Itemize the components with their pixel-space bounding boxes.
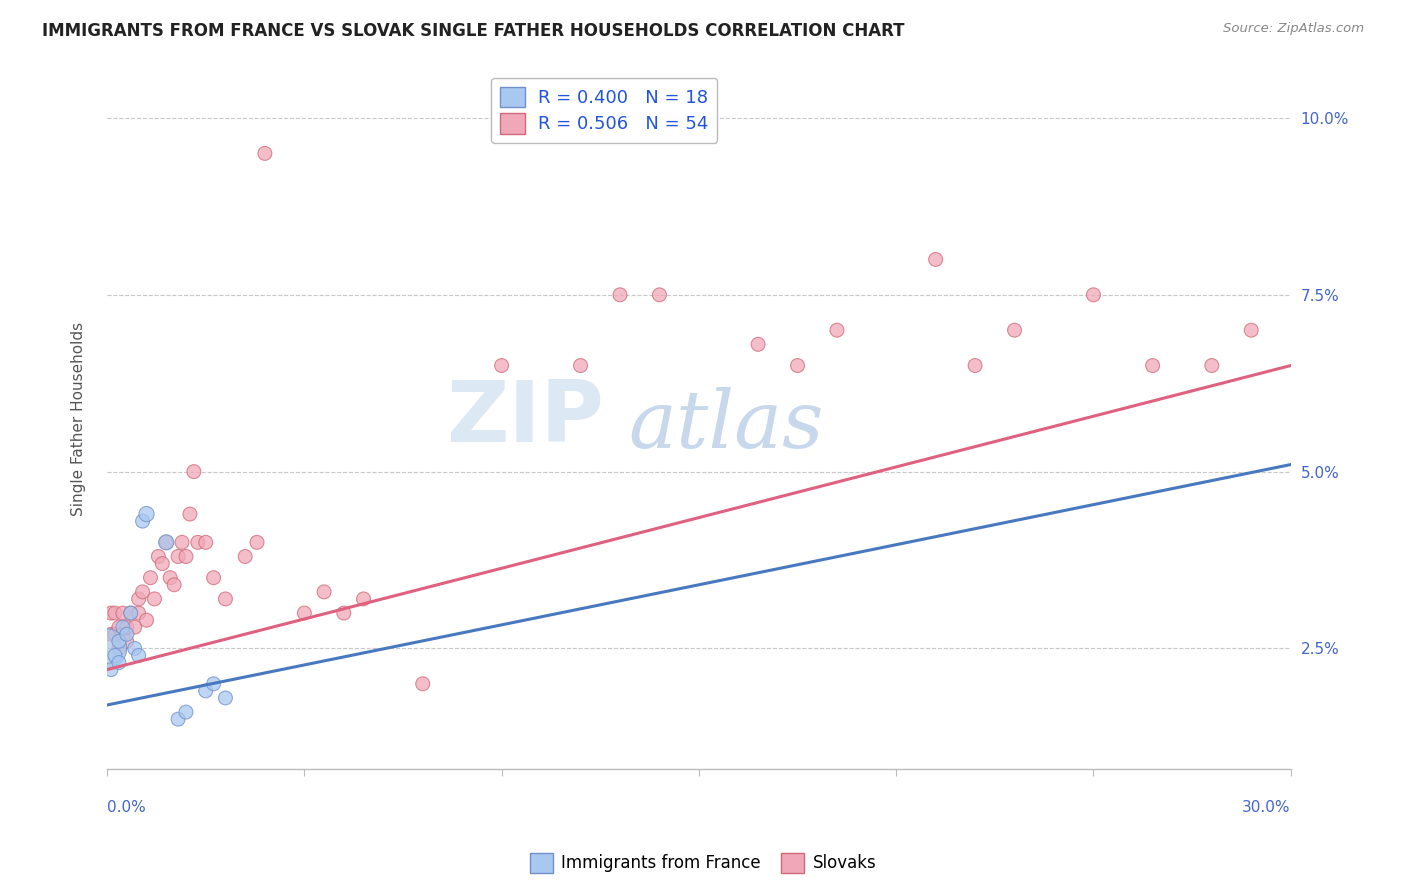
Point — [825, 323, 848, 337]
Text: IMMIGRANTS FROM FRANCE VS SLOVAK SINGLE FATHER HOUSEHOLDS CORRELATION CHART: IMMIGRANTS FROM FRANCE VS SLOVAK SINGLE … — [42, 22, 904, 40]
Point — [965, 359, 987, 373]
Text: Source: ZipAtlas.com: Source: ZipAtlas.com — [1223, 22, 1364, 36]
Point — [170, 535, 193, 549]
Point — [108, 656, 131, 670]
Point — [1004, 323, 1026, 337]
Legend: Immigrants from France, Slovaks: Immigrants from France, Slovaks — [523, 847, 883, 880]
Point — [214, 690, 236, 705]
Text: 0.0%: 0.0% — [107, 800, 146, 815]
Legend: R = 0.400   N = 18, R = 0.506   N = 54: R = 0.400 N = 18, R = 0.506 N = 54 — [491, 78, 717, 143]
Point — [202, 571, 225, 585]
Point — [131, 585, 153, 599]
Point — [159, 571, 181, 585]
Point — [124, 641, 146, 656]
Point — [100, 627, 122, 641]
Point — [128, 606, 150, 620]
Text: ZIP: ZIP — [447, 377, 605, 460]
Point — [100, 606, 122, 620]
Point — [167, 549, 190, 564]
Point — [174, 549, 197, 564]
Point — [312, 585, 335, 599]
Point — [163, 578, 186, 592]
Point — [1240, 323, 1263, 337]
Point — [115, 620, 138, 634]
Point — [924, 252, 946, 267]
Point — [111, 627, 134, 641]
Point — [214, 591, 236, 606]
Point — [108, 641, 131, 656]
Point — [111, 606, 134, 620]
Y-axis label: Single Father Households: Single Father Households — [72, 321, 86, 516]
Point — [179, 507, 201, 521]
Point — [148, 549, 170, 564]
Point — [187, 535, 209, 549]
Point — [292, 606, 315, 620]
Point — [747, 337, 769, 351]
Point — [135, 613, 157, 627]
Point — [108, 620, 131, 634]
Point — [104, 606, 127, 620]
Point — [412, 677, 434, 691]
Point — [648, 288, 671, 302]
Point — [155, 535, 177, 549]
Point — [183, 465, 205, 479]
Point — [246, 535, 269, 549]
Point — [115, 627, 138, 641]
Point — [333, 606, 356, 620]
Point — [569, 359, 592, 373]
Point — [143, 591, 166, 606]
Point — [108, 634, 131, 648]
Point — [120, 606, 142, 620]
Point — [128, 648, 150, 663]
Point — [786, 359, 808, 373]
Point — [104, 627, 127, 641]
Point — [174, 705, 197, 719]
Point — [100, 663, 122, 677]
Point — [155, 535, 177, 549]
Point — [96, 641, 118, 656]
Point — [194, 535, 217, 549]
Point — [1201, 359, 1223, 373]
Point — [124, 620, 146, 634]
Point — [115, 634, 138, 648]
Point — [202, 677, 225, 691]
Point — [194, 684, 217, 698]
Point — [120, 606, 142, 620]
Point — [353, 591, 375, 606]
Point — [253, 146, 276, 161]
Point — [167, 712, 190, 726]
Point — [491, 359, 513, 373]
Point — [139, 571, 162, 585]
Point — [150, 557, 173, 571]
Point — [1083, 288, 1105, 302]
Point — [233, 549, 256, 564]
Point — [1142, 359, 1164, 373]
Text: atlas: atlas — [628, 387, 824, 465]
Point — [135, 507, 157, 521]
Text: 30.0%: 30.0% — [1243, 800, 1291, 815]
Point — [111, 620, 134, 634]
Point — [131, 514, 153, 528]
Point — [128, 591, 150, 606]
Point — [609, 288, 631, 302]
Point — [104, 648, 127, 663]
